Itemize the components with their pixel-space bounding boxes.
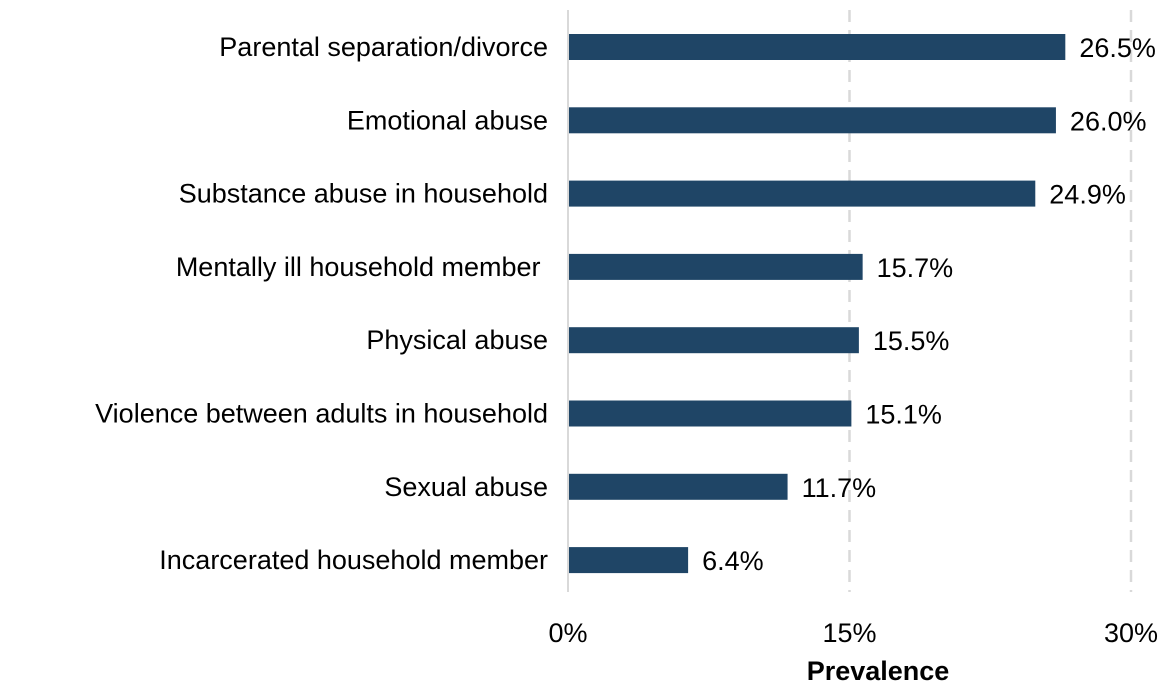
data-label-1: 26.0% <box>1070 106 1147 136</box>
category-label-5: Violence between adults in household <box>95 399 548 429</box>
bar-6 <box>569 473 788 500</box>
category-label-1: Emotional abuse <box>347 105 548 135</box>
data-label-7: 6.4% <box>702 546 764 576</box>
gridlines <box>567 10 1133 592</box>
data-label-0: 26.5% <box>1079 33 1156 63</box>
bar-1 <box>569 107 1056 134</box>
bars <box>569 34 1066 574</box>
bar-4 <box>569 327 859 354</box>
x-tick-label-2: 30% <box>1104 618 1158 648</box>
bar-7 <box>569 547 689 574</box>
data-label-2: 24.9% <box>1049 180 1126 210</box>
x-tick-labels: 0% 15% 30% <box>548 618 1158 648</box>
bar-0 <box>569 34 1066 60</box>
category-label-7: Incarcerated household member <box>159 545 548 575</box>
data-label-3: 15.7% <box>877 253 954 283</box>
bar-2 <box>569 180 1036 207</box>
x-tick-label-1: 15% <box>822 618 876 648</box>
category-label-0: Parental separation/divorce <box>219 32 548 62</box>
category-label-3: Mentally ill household member <box>176 252 548 282</box>
bar-3 <box>569 253 863 280</box>
data-label-5: 15.1% <box>865 400 942 430</box>
category-label-6: Sexual abuse <box>384 472 548 502</box>
data-label-6: 11.7% <box>802 473 877 503</box>
data-labels: 26.5% 26.0% 24.9% 15.7% 15.5% 15.1% 11.7% 6.4% <box>702 33 1156 576</box>
category-label-4: Physical abuse <box>366 325 548 355</box>
data-label-4: 15.5% <box>873 326 950 356</box>
bar-5 <box>569 400 852 427</box>
category-labels: Parental separation/divorce Emotional abu… <box>95 32 548 575</box>
category-label-2: Substance abuse in household <box>179 179 548 209</box>
x-axis-title: Prevalence <box>807 656 950 686</box>
x-tick-label-0: 0% <box>548 618 587 648</box>
